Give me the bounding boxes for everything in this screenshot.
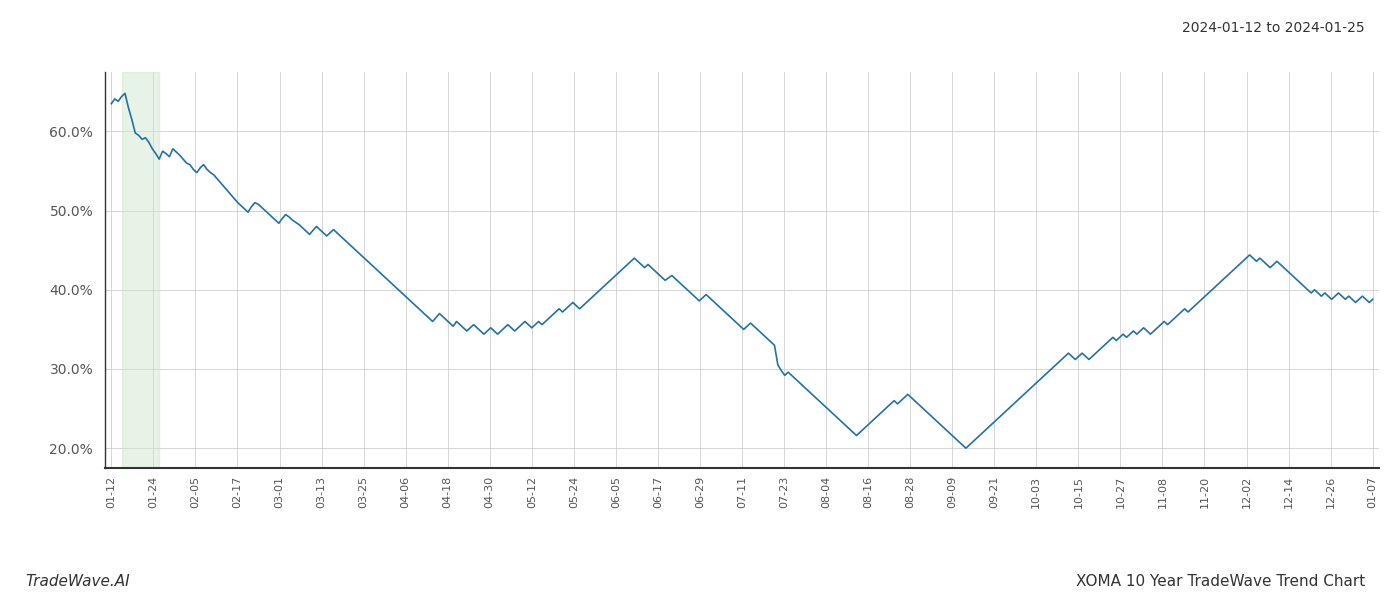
Bar (122, 72, 160, 468)
Text: 2024-01-12 to 2024-01-25: 2024-01-12 to 2024-01-25 (1183, 21, 1365, 35)
Text: XOMA 10 Year TradeWave Trend Chart: XOMA 10 Year TradeWave Trend Chart (1075, 574, 1365, 589)
Text: TradeWave.AI: TradeWave.AI (25, 574, 130, 589)
